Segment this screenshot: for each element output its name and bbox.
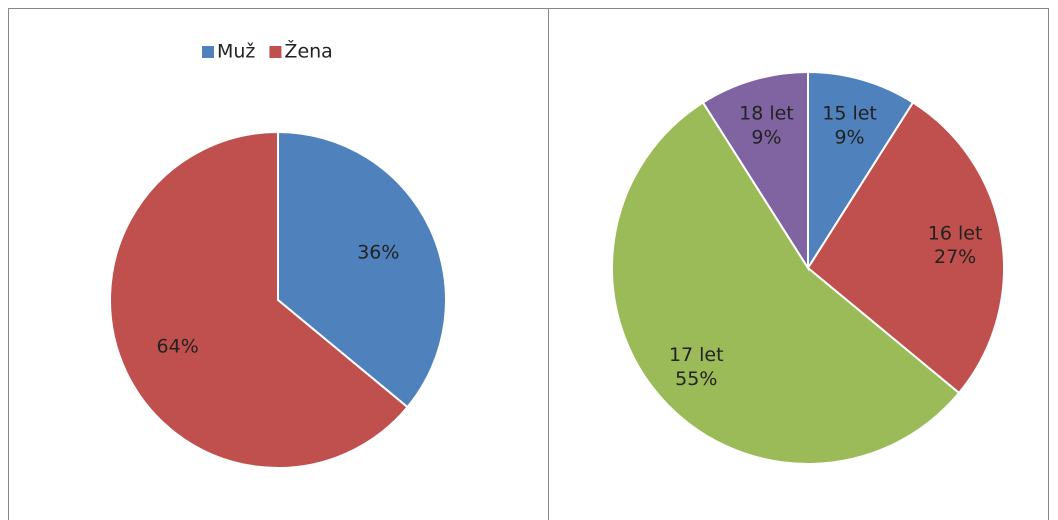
pie-slice xyxy=(277,130,447,409)
legend-label: Muž xyxy=(217,41,255,63)
legend-swatch xyxy=(202,46,214,58)
data-label: 17 let 55% xyxy=(669,344,724,390)
data-label: 15 let 9% xyxy=(822,102,877,148)
data-label-value: 9% xyxy=(834,126,864,148)
pie-slice xyxy=(807,70,915,272)
data-label-category: 18 let xyxy=(739,102,794,124)
data-label: 18 let 9% xyxy=(739,102,794,148)
pie-slice xyxy=(611,101,961,465)
legend-swatch xyxy=(269,46,282,58)
data-label-category: 15 let xyxy=(822,102,877,124)
data-label-category: 16 let xyxy=(928,222,983,244)
pie-slice xyxy=(701,70,809,272)
pie-slice xyxy=(806,101,1005,395)
data-label-value: 9% xyxy=(751,126,781,148)
data-label-category: 17 let xyxy=(669,344,724,366)
data-label: 36% xyxy=(357,241,399,263)
pie-slice xyxy=(109,130,409,469)
data-label-value: 55% xyxy=(675,367,717,389)
data-label: 16 let 27% xyxy=(928,222,983,268)
data-label: 64% xyxy=(157,336,199,358)
data-label-value: 27% xyxy=(934,246,976,268)
legend-label: Žena xyxy=(284,40,332,63)
